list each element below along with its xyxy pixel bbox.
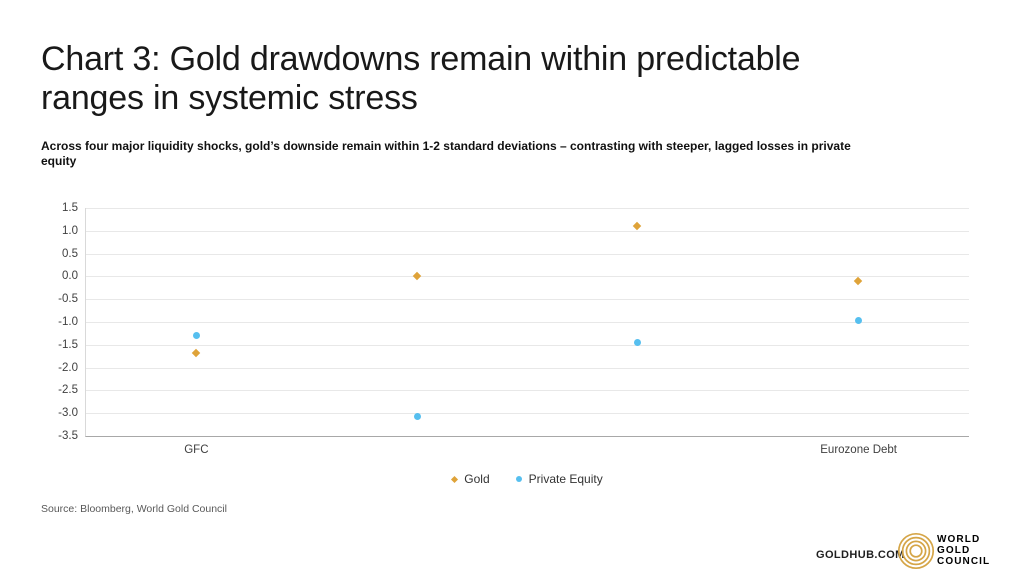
diamond-marker-icon: [451, 475, 459, 483]
x-axis-category-label: GFC: [184, 444, 209, 456]
legend-item-private-equity: Private Equity: [515, 472, 603, 486]
wgc-logo-text: WORLD GOLD COUNCIL: [937, 534, 990, 567]
y-axis-tick-label: -3.0: [58, 407, 78, 420]
y-axis-tick-label: 0.5: [62, 247, 78, 260]
y-axis-tick-label: -1.0: [58, 316, 78, 328]
gridline: [86, 413, 969, 415]
chart-subtitle-line1: Across four major liquidity shocks, gold…: [41, 139, 851, 153]
gridline: [86, 344, 969, 346]
gridline: [86, 322, 969, 323]
data-point-gold: [853, 277, 863, 286]
gridline: [86, 253, 969, 255]
gridline: [86, 208, 969, 209]
data-point-private-equity: [634, 339, 642, 347]
y-axis-labels: 1.5 1.0 0.5 0.0 -0.5 -1.0 -1.5 -2.0 -2.5 -3.0 -3.5: [40, 202, 78, 442]
wgc-logo-text-line2: GOLD: [937, 545, 971, 556]
wgc-logo-text-line3: COUNCIL: [937, 556, 991, 567]
x-axis-category-label: Eurozone Debt: [820, 444, 897, 456]
data-point-private-equity: [413, 413, 421, 421]
y-axis-tick-label: -2.5: [58, 384, 78, 397]
data-point-gold: [633, 221, 642, 230]
source-note: Source: Bloomberg, World Gold Council: [41, 503, 227, 515]
gridline: [86, 230, 969, 232]
data-point-gold: [191, 348, 201, 357]
y-axis-tick-label: -3.5: [58, 430, 78, 442]
gridline: [86, 276, 969, 278]
legend-label: Gold: [464, 472, 490, 486]
y-axis-tick-label: -2.0: [58, 361, 78, 374]
gridline: [86, 390, 969, 392]
data-point-private-equity: [855, 317, 863, 325]
y-axis-tick-label: -1.5: [58, 338, 78, 351]
data-point-gold: [412, 271, 421, 281]
gridline: [86, 299, 969, 301]
wgc-logo-text-line1: WORLD: [937, 534, 981, 545]
chart-title-line2: ranges in systemic stress: [41, 79, 418, 117]
chart-title-line1: Chart 3: Gold drawdowns remain within pr…: [41, 40, 801, 78]
plot-area: GFC Eurozone Debt Gold Private Equity: [85, 208, 969, 486]
y-axis-tick-label: 0.0: [62, 270, 78, 283]
chart-subtitle: Across four major liquidity shocks, gold…: [41, 139, 961, 169]
wgc-rings-icon: [897, 532, 935, 570]
legend: Gold Private Equity: [86, 472, 969, 486]
legend-label: Private Equity: [528, 472, 603, 486]
y-axis-tick-label: 1.5: [62, 202, 78, 214]
chart-title: Chart 3: Gold drawdowns remain within pr…: [41, 40, 801, 118]
y-axis-tick-label: -0.5: [58, 293, 78, 306]
legend-item-gold: Gold: [451, 472, 490, 486]
data-point-private-equity: [192, 332, 200, 340]
goldhub-label: GOLDHUB.COM: [816, 549, 905, 561]
y-axis-tick-label: 1.0: [62, 224, 78, 237]
chart-subtitle-line2: equity: [41, 154, 77, 168]
circle-marker-icon: [515, 476, 522, 482]
gridline: [86, 367, 969, 369]
